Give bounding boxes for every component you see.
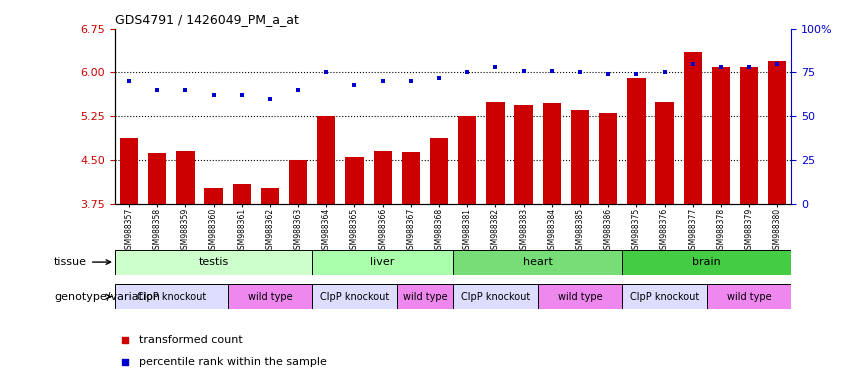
Bar [655,102,674,204]
Point [319,70,333,76]
Point [714,64,728,70]
Point [207,92,220,98]
Point [348,82,362,88]
Text: heart: heart [523,257,552,267]
Bar [228,284,312,309]
Text: brain: brain [693,257,722,267]
Bar [176,151,195,204]
Bar [374,151,391,204]
Point [123,78,136,84]
Bar [768,61,786,204]
Point [602,71,615,77]
Bar [543,103,561,204]
Point [460,70,474,76]
Bar [486,102,505,204]
Bar [627,78,646,204]
Point [118,359,132,366]
Point [630,71,643,77]
Text: liver: liver [370,257,395,267]
Bar [622,284,707,309]
Text: ClpP knockout: ClpP knockout [320,291,389,302]
Text: ClpP knockout: ClpP knockout [461,291,530,302]
Point [545,68,558,74]
Bar [115,250,312,275]
Bar [740,67,758,204]
Bar [453,284,538,309]
Text: genotype/variation: genotype/variation [54,291,160,302]
Point [658,70,671,76]
Text: wild type: wild type [403,291,448,302]
Point [432,74,446,81]
Bar [453,250,622,275]
Text: wild type: wild type [557,291,603,302]
Point [742,64,756,70]
Text: GDS4791 / 1426049_PM_a_at: GDS4791 / 1426049_PM_a_at [115,13,299,26]
Bar [204,188,223,204]
Text: wild type: wild type [727,291,772,302]
Bar [289,160,307,204]
Text: ClpP knockout: ClpP knockout [137,291,206,302]
Bar [346,157,363,204]
Bar [458,116,477,204]
Point [263,96,277,102]
Bar [707,284,791,309]
Point [770,61,784,67]
Point [151,87,164,93]
Bar [599,113,617,204]
Text: wild type: wild type [248,291,292,302]
Bar [711,67,730,204]
Bar [312,250,453,275]
Bar [515,104,533,204]
Text: transformed count: transformed count [139,335,243,345]
Bar [402,152,420,204]
Point [404,78,418,84]
Bar [232,184,251,204]
Bar [538,284,622,309]
Bar [622,250,791,275]
Bar [148,153,166,204]
Bar [397,284,453,309]
Bar [312,284,397,309]
Point [376,78,390,84]
Text: testis: testis [198,257,229,267]
Bar [317,116,335,204]
Point [574,70,587,76]
Point [686,61,700,67]
Text: percentile rank within the sample: percentile rank within the sample [139,358,327,367]
Point [118,337,132,343]
Bar [571,110,589,204]
Point [179,87,192,93]
Point [517,68,530,74]
Point [235,92,248,98]
Text: tissue: tissue [54,257,111,267]
Point [291,87,305,93]
Bar [115,284,228,309]
Bar [120,138,138,204]
Bar [260,188,279,204]
Point [488,64,502,70]
Text: ClpP knockout: ClpP knockout [630,291,700,302]
Bar [430,138,448,204]
Bar [683,52,702,204]
